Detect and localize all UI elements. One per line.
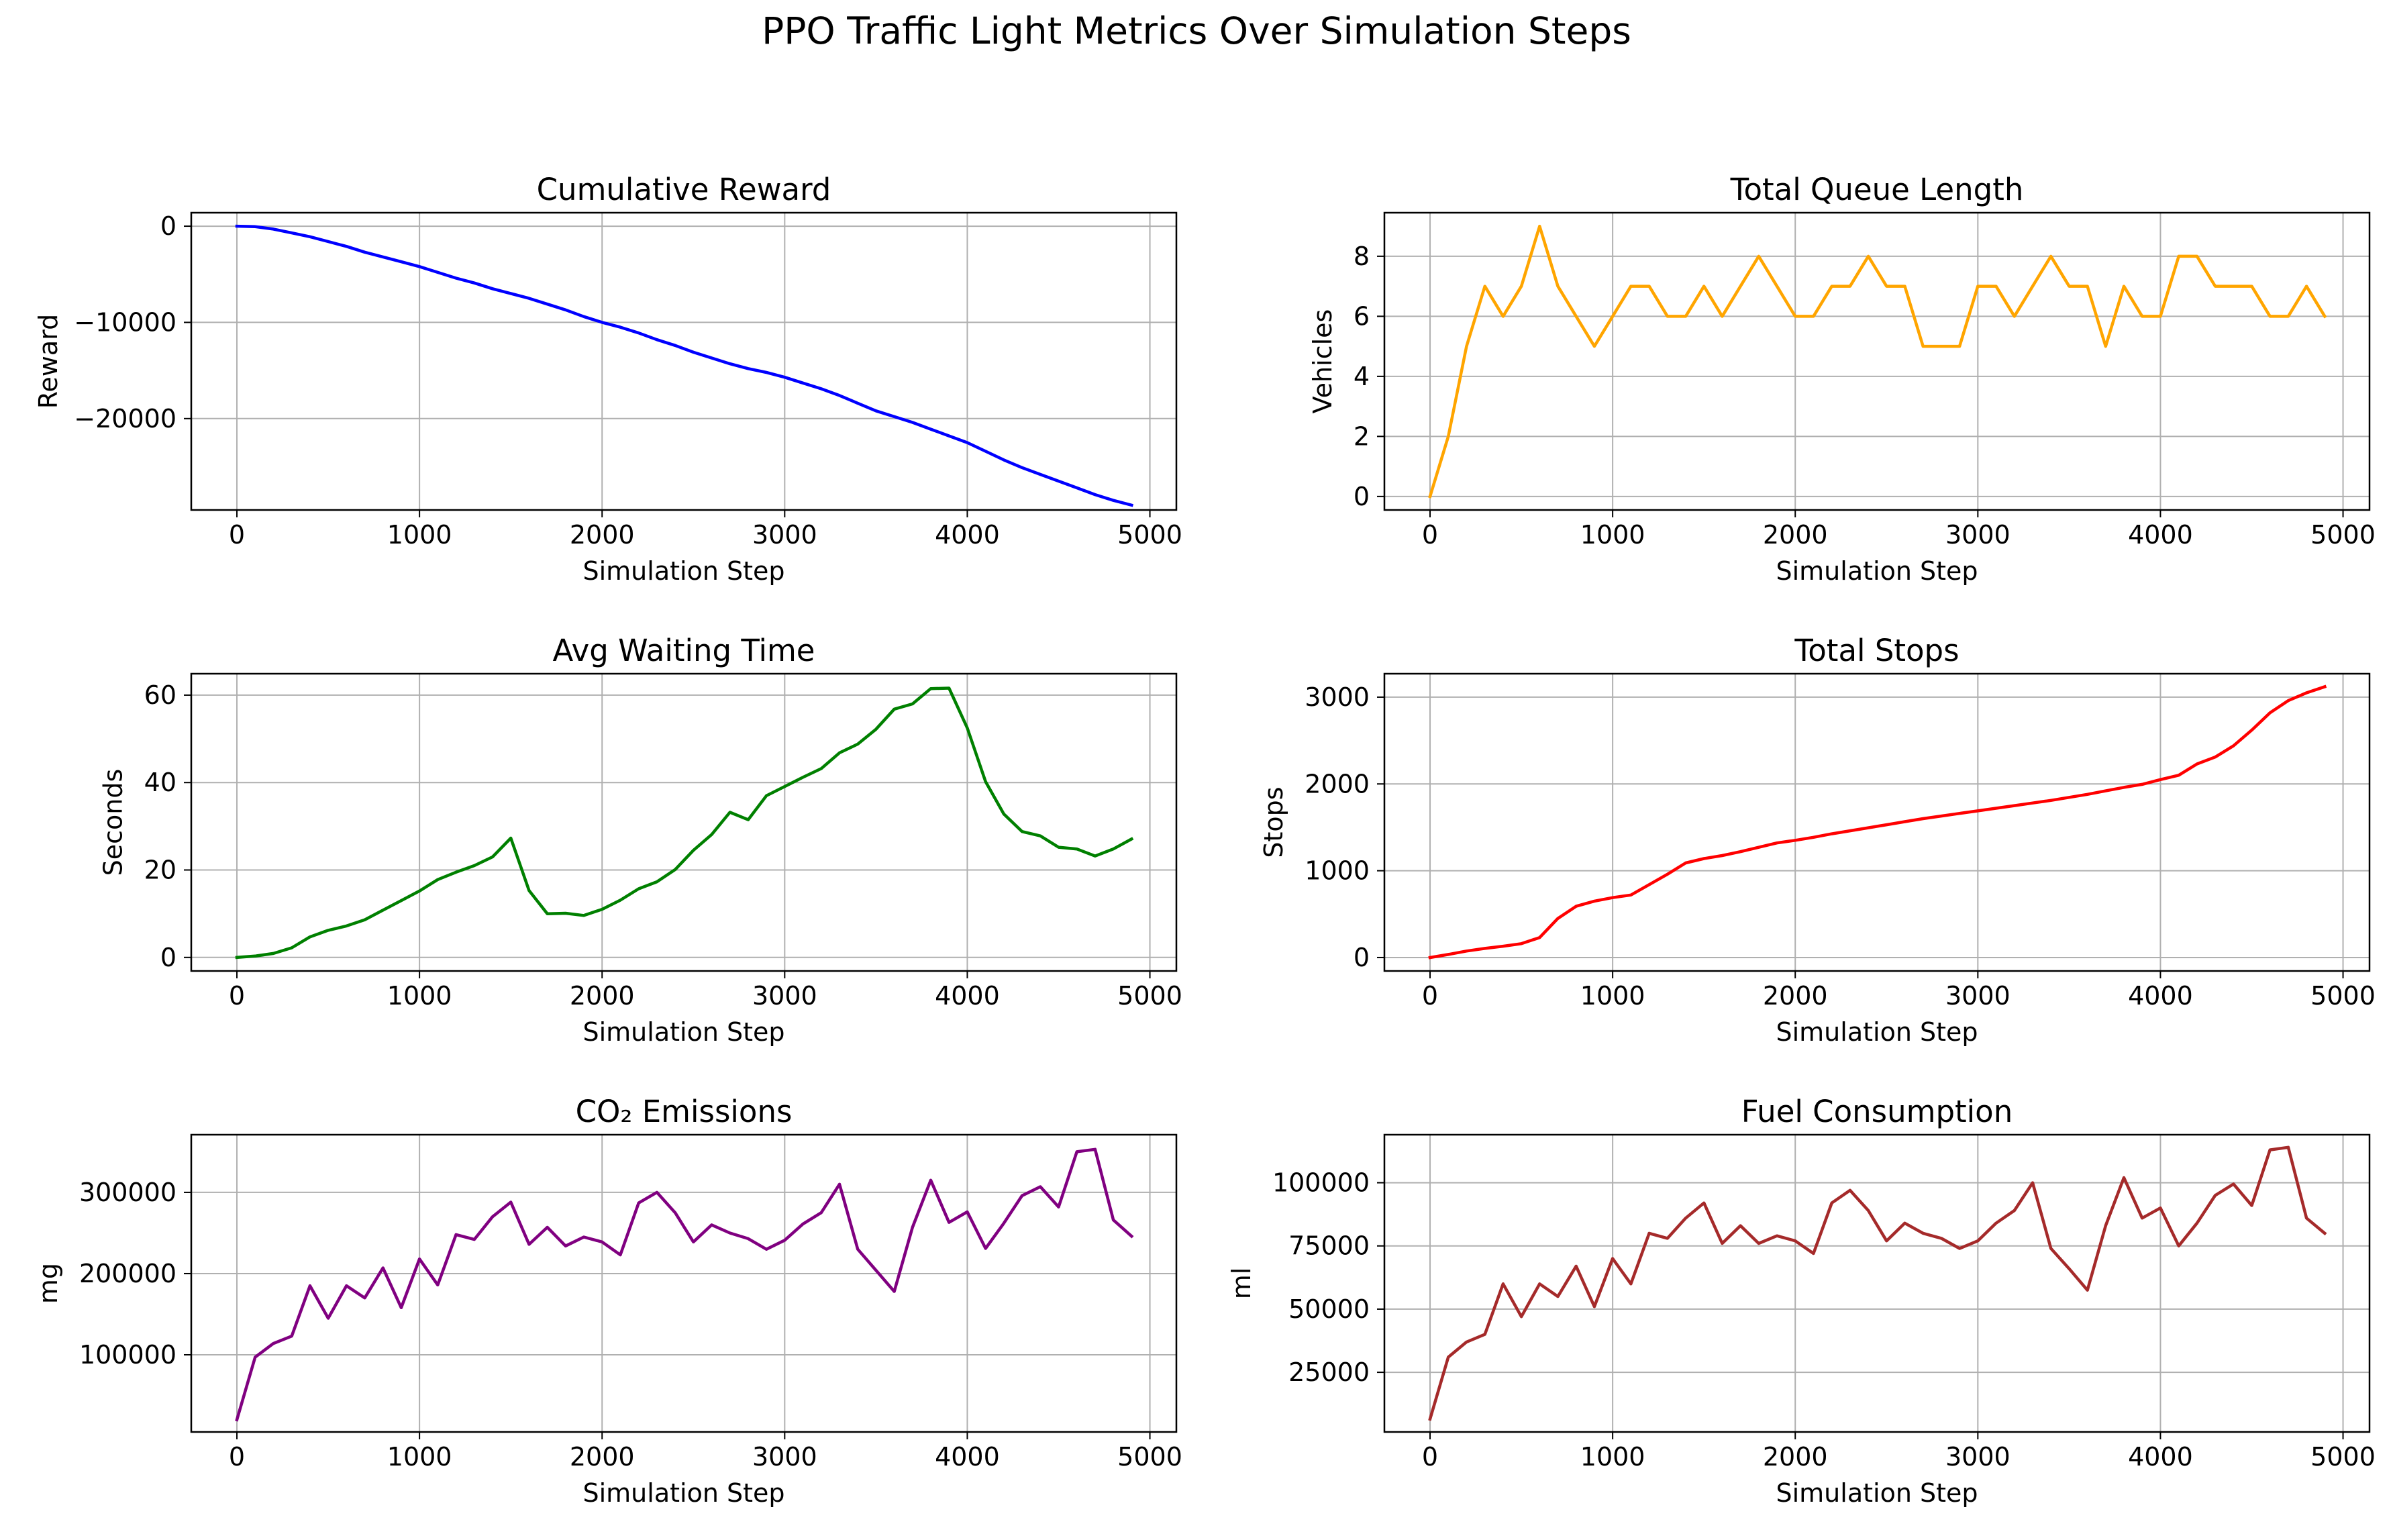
subplot-1: 0 1000 2000 3000 4000 5000 0 −10000 −20000 Cumula… [34,172,1182,586]
y-axis-label: Stops [1259,786,1288,858]
x-tick-label: 3000 [1945,1442,2010,1472]
y-tick-label: 0 [1354,943,1370,972]
axes-frame [1383,672,2371,972]
subplot-title: Avg Waiting Time [552,633,815,668]
y-tick-label: 20 [144,856,176,885]
y-axis-label: Seconds [99,769,128,876]
x-axis-label: Simulation Step [582,1017,784,1047]
x-tick-label: 5000 [1117,1442,1182,1472]
x-tick-label: 3000 [752,520,817,550]
subplot-title: Cumulative Reward [537,172,831,207]
x-tick-label: 2000 [1763,520,1828,550]
y-tick-label: 2 [1354,421,1370,451]
x-tick-label: 2000 [1763,1442,1828,1472]
y-tick-label: 75000 [1288,1231,1370,1261]
series-line [235,1147,1134,1422]
x-tick-label: 5000 [2310,1442,2376,1472]
x-tick-label: 0 [229,981,245,1011]
x-tick-label: 4000 [2128,981,2193,1011]
x-tick-label: 2000 [1763,981,1828,1011]
x-tick-label: 4000 [935,520,1000,550]
y-tick-label: 3000 [1305,682,1370,712]
y-tick-label: 50000 [1288,1294,1370,1324]
y-tick-label: 8 [1354,242,1370,271]
x-tick-label: 5000 [2310,520,2376,550]
axes-frame [190,672,1178,972]
series-line [1428,1145,2327,1421]
y-axis-label: ml [1227,1268,1256,1300]
x-tick-label: 2000 [570,1442,635,1472]
x-tick-label: 5000 [2310,981,2376,1011]
y-tick-label: 0 [160,943,176,972]
y-tick-label: 6 [1354,301,1370,331]
x-tick-label: 1000 [387,981,452,1011]
figure-title: PPO Traffic Light Metrics Over Simulatio… [762,9,1631,52]
x-tick-label: 3000 [1945,520,2010,550]
subplot-6: 0 1000 2000 3000 4000 5000 25000 50000 75000 1000… [1227,1094,2376,1508]
x-tick-label: 2000 [570,520,635,550]
y-tick-label: 0 [160,211,176,241]
subplot-title: Fuel Consumption [1741,1094,2013,1129]
series-line [1428,224,2327,499]
y-tick-label: 4 [1354,362,1370,391]
y-tick-label: −10000 [74,307,176,337]
y-tick-label: −20000 [74,404,176,433]
axes-frame [190,211,1178,511]
x-tick-label: 3000 [752,1442,817,1472]
subplot-2: 0 1000 2000 3000 4000 5000 0 2 4 6 8 Total Queue Le… [1308,172,2376,586]
subplot-title: Total Queue Length [1730,172,2024,207]
y-tick-label: 60 [144,680,176,710]
x-tick-label: 5000 [1117,981,1182,1011]
x-tick-label: 1000 [1580,520,1645,550]
y-axis-label: mg [34,1263,63,1304]
x-axis-label: Simulation Step [1776,556,1978,586]
x-tick-label: 0 [1422,520,1438,550]
x-tick-label: 3000 [752,981,817,1011]
series-line [235,224,1134,507]
x-tick-label: 1000 [387,520,452,550]
y-axis-label: Vehicles [1308,309,1337,414]
x-tick-label: 3000 [1945,981,2010,1011]
y-tick-label: 100000 [79,1340,176,1370]
y-tick-label: 40 [144,768,176,797]
x-tick-label: 1000 [1580,1442,1645,1472]
x-tick-label: 4000 [935,981,1000,1011]
x-tick-label: 1000 [1580,981,1645,1011]
y-axis-label: Reward [34,314,63,409]
x-tick-label: 4000 [935,1442,1000,1472]
x-tick-label: 1000 [387,1442,452,1472]
series-line [1428,684,2327,960]
subplot-5: 0 1000 2000 3000 4000 5000 100000 200000 300000 C… [34,1094,1182,1508]
axes-frame [1383,1133,2371,1433]
subplot-title: Total Stops [1794,633,1959,668]
x-axis-label: Simulation Step [582,556,784,586]
y-tick-label: 200000 [79,1259,176,1288]
subplot-4: 0 1000 2000 3000 4000 5000 0 1000 2000 3000 Total … [1259,633,2376,1047]
axes-frame [190,1133,1178,1433]
y-tick-label: 100000 [1272,1168,1370,1198]
y-tick-label: 300000 [79,1178,176,1207]
y-tick-label: 1000 [1305,856,1370,886]
x-tick-label: 0 [1422,1442,1438,1472]
x-tick-label: 4000 [2128,520,2193,550]
x-tick-label: 4000 [2128,1442,2193,1472]
subplot-title: CO₂ Emissions [576,1094,793,1129]
x-tick-label: 0 [229,520,245,550]
subplot-3: 0 1000 2000 3000 4000 5000 0 20 40 60 Avg Waiting … [99,633,1182,1047]
x-axis-label: Simulation Step [582,1478,784,1508]
x-tick-label: 0 [229,1442,245,1472]
y-tick-label: 25000 [1288,1357,1370,1387]
y-tick-label: 2000 [1305,769,1370,799]
series-line [235,686,1134,960]
x-tick-label: 2000 [570,981,635,1011]
axes-frame [1383,211,2371,511]
x-tick-label: 5000 [1117,520,1182,550]
x-tick-label: 0 [1422,981,1438,1011]
y-tick-label: 0 [1354,482,1370,511]
x-axis-label: Simulation Step [1776,1017,1978,1047]
x-axis-label: Simulation Step [1776,1478,1978,1508]
